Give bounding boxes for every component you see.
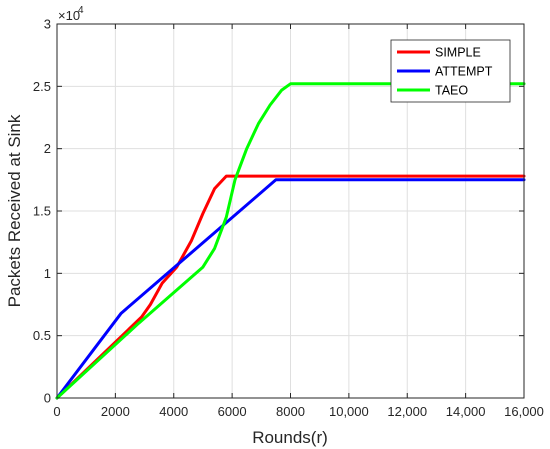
x-tick-label: 8000 [276,404,305,419]
x-tick-label: 6000 [218,404,247,419]
x-tick-label: 16,000 [504,404,544,419]
y-tick-label: 1.5 [33,204,51,219]
y-tick-label: 0.5 [33,328,51,343]
x-tick-label: 10,000 [329,404,369,419]
series-lines [55,82,526,400]
axis-ticks: 0 2000 4000 6000 8000 10,000 12,000 14,000 16,00… [33,17,544,420]
legend: SIMPLE ATTEMPT TAEO [390,39,511,103]
x-tick-label: 0 [53,404,60,419]
y-tick-label: 0 [44,391,51,406]
legend-label-attempt: ATTEMPT [435,65,493,79]
y-multiplier-exponent: 4 [78,5,84,16]
x-tick-label: 12,000 [387,404,427,419]
y-multiplier-base: ×10 [58,8,80,23]
x-tick-label: 4000 [159,404,188,419]
x-tick-label: 2000 [101,404,130,419]
legend-label-taeo: TAEO [435,84,468,98]
x-axis-title: Rounds(r) [252,428,328,447]
y-tick-label: 2.5 [33,79,51,94]
series-line-taeo [55,82,526,400]
x-tick-label: 14,000 [446,404,486,419]
legend-label-simple: SIMPLE [435,46,481,60]
series-line-attempt [55,178,526,400]
y-tick-label: 1 [44,266,51,281]
series-line-simple [55,174,526,400]
y-axis-title: Packets Received at Sink [5,114,24,307]
y-tick-label: 2 [44,141,51,156]
y-tick-label: 3 [44,17,51,32]
